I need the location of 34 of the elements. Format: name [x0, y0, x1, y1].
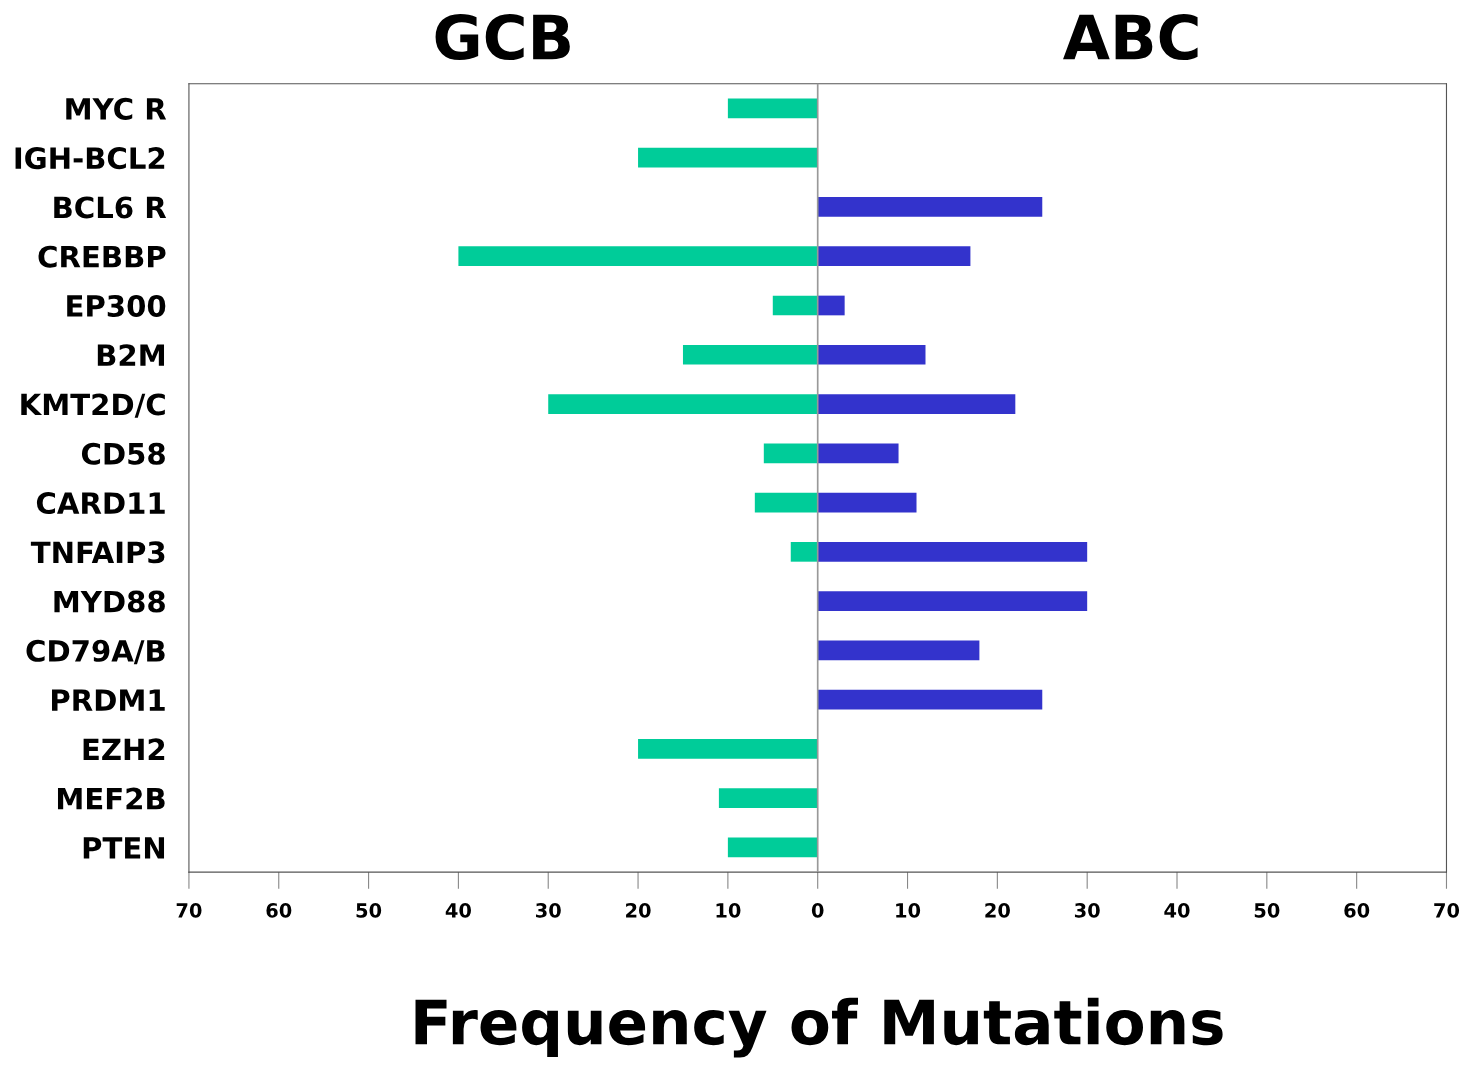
y-tick-label: CD58: [81, 442, 165, 465]
x-axis-title: Frequency of Mutations: [415, 997, 1223, 1058]
y-tick-label: CD79A/B: [26, 639, 165, 665]
y-tick-label: EP300: [67, 294, 166, 317]
x-tick-label: 60: [1344, 902, 1370, 918]
x-tick-label: 0: [811, 902, 824, 918]
y-tick-label: PRDM1: [52, 689, 165, 711]
x-tick-label: 40: [445, 902, 471, 918]
y-tick-label: IGH-BCL2: [15, 147, 165, 170]
x-tick-label: 20: [985, 902, 1010, 918]
x-tick-label: 40: [1164, 902, 1190, 918]
y-tick-label: TNFAIP3: [30, 541, 165, 564]
x-tick-label: 10: [716, 902, 741, 918]
x-tick-label: 30: [536, 902, 561, 918]
x-tick-label: 50: [1254, 902, 1280, 918]
y-tick-label: KMT2D/C: [21, 393, 165, 418]
y-tick-label: BCL6 R: [54, 196, 167, 219]
x-tick-label: 20: [626, 902, 651, 918]
y-tick-label: EZH2: [83, 738, 165, 760]
y-tick-label: MEF2B: [57, 787, 165, 810]
y-tick-label: B2M: [97, 344, 165, 366]
y-tick-label: PTEN: [83, 837, 165, 859]
x-tick-label: 60: [266, 902, 292, 918]
y-tick-label: CREBBP: [38, 245, 166, 268]
y-tick-label: MYD88: [54, 590, 165, 613]
series-label: GCB: [435, 13, 570, 61]
x-tick-label: 50: [356, 902, 382, 918]
x-tick-label: 30: [1074, 902, 1100, 918]
y-tick-label: CARD11: [36, 492, 165, 515]
x-tick-label: 70: [176, 902, 202, 918]
x-tick-label: 10: [896, 902, 921, 918]
text: ABC: [1063, 13, 1198, 61]
x-tick-label: 70: [1434, 902, 1460, 918]
y-tick-label: MYC R: [66, 97, 167, 120]
